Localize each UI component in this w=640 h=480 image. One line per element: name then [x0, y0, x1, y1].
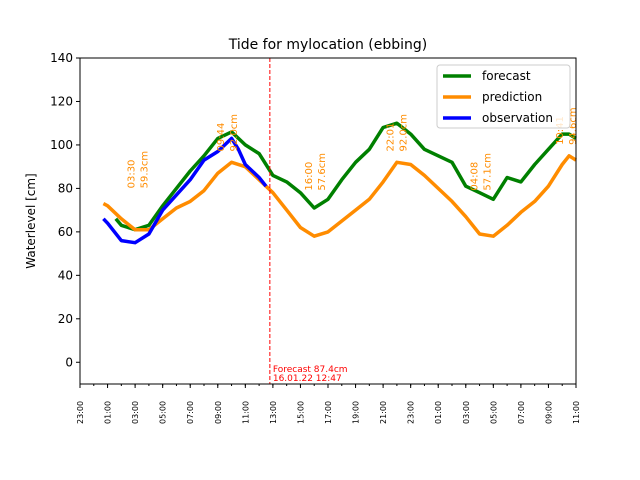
annotation-time: 22:01 [386, 123, 397, 152]
series-line [102, 154, 577, 238]
x-tick-label: 21:00 [379, 401, 388, 424]
annotation-level: 57.6cm [317, 153, 328, 191]
plot-frame [79, 57, 577, 385]
y-tick-label: 0 [65, 355, 73, 369]
y-tick-label: 140 [50, 51, 73, 65]
marker-label: Forecast 87.4cm [273, 365, 348, 375]
y-tick-label: 120 [50, 94, 73, 108]
annotation-time: 10:41 [555, 116, 566, 145]
y-tick-label: 100 [50, 138, 73, 152]
x-tick-label: 09:00 [544, 401, 553, 424]
annotation-time: 16:00 [304, 162, 315, 191]
y-tick-label: 60 [58, 225, 73, 239]
x-tick-label: 07:00 [517, 401, 526, 424]
annotation-time: 04:08 [470, 162, 481, 191]
annotation-time: 03:30 [126, 160, 137, 189]
annotation-level: 92.0cm [399, 114, 410, 152]
x-tick-label: 01:00 [434, 401, 443, 424]
legend-label: prediction [482, 90, 542, 104]
x-tick-label: 01:00 [104, 401, 113, 424]
series-line [114, 121, 577, 232]
x-tick-label: 09:00 [214, 401, 223, 424]
annotation-level: 94.6cm [568, 107, 579, 145]
x-tick-label: 03:00 [131, 401, 140, 424]
annotation-level: 57.1cm [483, 153, 494, 191]
series-line [102, 136, 268, 245]
y-axis-label: Waterlevel [cm] [24, 173, 38, 268]
x-tick-label: 23:00 [407, 401, 416, 424]
y-tick-label: 40 [58, 268, 73, 282]
x-tick-label: 23:00 [76, 401, 85, 424]
x-tick-label: 07:00 [186, 401, 195, 424]
annotation-level: 92.0cm [229, 114, 240, 152]
x-tick-label: 13:00 [269, 401, 278, 424]
y-tick-label: 20 [58, 312, 73, 326]
chart-title: Tide for mylocation (ebbing) [228, 37, 428, 53]
x-tick-label: 15:00 [296, 401, 305, 424]
legend-box [436, 64, 571, 129]
x-tick-label: 11:00 [241, 401, 250, 424]
annotation-time: 09:44 [216, 123, 227, 152]
y-tick-label: 80 [58, 181, 73, 195]
legend-label: forecast [482, 69, 531, 83]
annotation-level: 59.3cm [139, 151, 150, 189]
x-tick-label: 05:00 [159, 401, 168, 424]
x-tick-label: 11:00 [572, 401, 581, 424]
x-tick-label: 19:00 [352, 401, 361, 424]
legend-label: observation [482, 111, 553, 125]
x-tick-label: 17:00 [324, 401, 333, 424]
x-tick-label: 05:00 [489, 401, 498, 424]
x-tick-label: 03:00 [462, 401, 471, 424]
marker-sublabel: 16.01.22 12:47 [273, 374, 342, 384]
